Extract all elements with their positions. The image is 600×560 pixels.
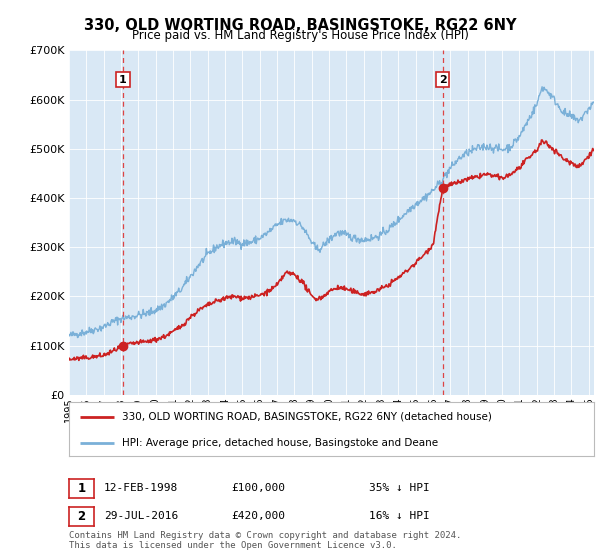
Text: 2: 2 <box>77 510 86 523</box>
Text: 330, OLD WORTING ROAD, BASINGSTOKE, RG22 6NY (detached house): 330, OLD WORTING ROAD, BASINGSTOKE, RG22… <box>121 412 491 422</box>
Text: 2: 2 <box>439 74 446 85</box>
Text: 330, OLD WORTING ROAD, BASINGSTOKE, RG22 6NY: 330, OLD WORTING ROAD, BASINGSTOKE, RG22… <box>84 18 516 33</box>
Text: HPI: Average price, detached house, Basingstoke and Deane: HPI: Average price, detached house, Basi… <box>121 438 437 447</box>
Text: 16% ↓ HPI: 16% ↓ HPI <box>369 511 430 521</box>
Text: 12-FEB-1998: 12-FEB-1998 <box>104 483 178 493</box>
Text: 1: 1 <box>77 482 86 495</box>
Text: £420,000: £420,000 <box>231 511 285 521</box>
Text: 29-JUL-2016: 29-JUL-2016 <box>104 511 178 521</box>
Text: 35% ↓ HPI: 35% ↓ HPI <box>369 483 430 493</box>
Text: 1: 1 <box>119 74 127 85</box>
Text: £100,000: £100,000 <box>231 483 285 493</box>
Text: Price paid vs. HM Land Registry's House Price Index (HPI): Price paid vs. HM Land Registry's House … <box>131 29 469 42</box>
Text: Contains HM Land Registry data © Crown copyright and database right 2024.
This d: Contains HM Land Registry data © Crown c… <box>69 530 461 550</box>
